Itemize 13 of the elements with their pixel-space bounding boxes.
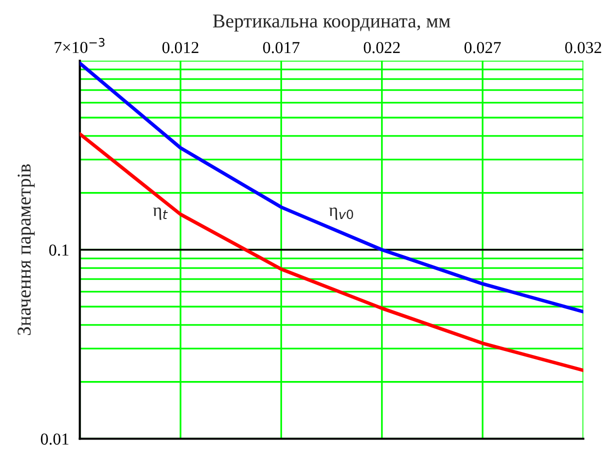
x-tick-label: 0.027: [464, 42, 501, 54]
x-axis-title: Вертикальна координата, мм: [212, 14, 450, 32]
x-tick-label: 0.012: [162, 42, 198, 54]
y-axis-title: Значення параметрів: [18, 164, 35, 336]
annotation: η$_{t}$: [153, 208, 168, 220]
annotation: η$_{v0}$: [329, 208, 354, 220]
line-series: [80, 132, 584, 372]
x-tick-label: 7×10$^{−3}$: [54, 38, 104, 54]
y-tick-label: 0.01: [40, 433, 68, 445]
x-tick-label: 0.022: [364, 42, 400, 54]
x-tick-label: 0.017: [263, 42, 300, 54]
x-tick-label: 0.032: [565, 42, 602, 54]
y-tick-label: 0.1: [49, 244, 68, 256]
